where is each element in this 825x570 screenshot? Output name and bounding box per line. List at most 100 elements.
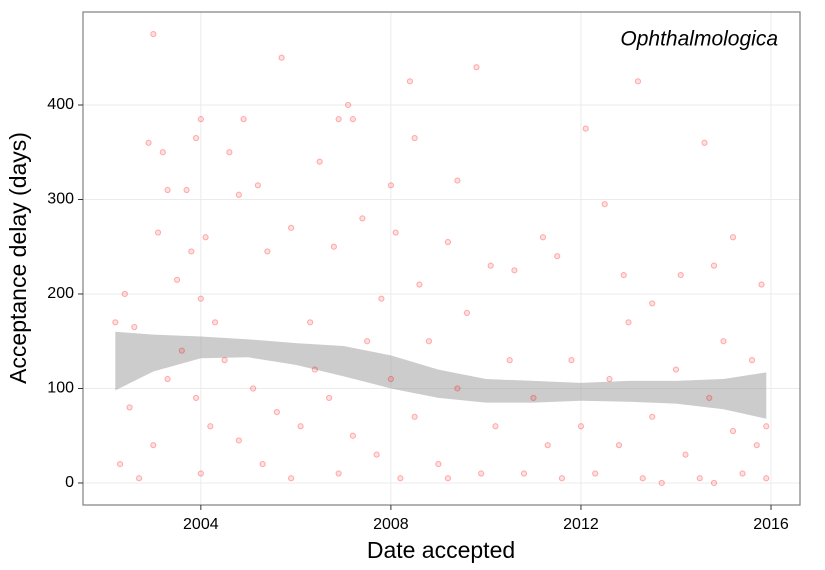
point xyxy=(558,475,566,482)
point xyxy=(135,475,143,482)
point xyxy=(235,437,242,444)
point xyxy=(264,248,271,255)
point xyxy=(202,234,209,241)
point xyxy=(378,295,385,302)
y-tick-label: 300 xyxy=(47,191,74,208)
point xyxy=(316,158,323,165)
point xyxy=(463,309,471,316)
point xyxy=(615,442,623,449)
point xyxy=(478,470,485,477)
point xyxy=(582,125,589,132)
point xyxy=(364,338,371,345)
point xyxy=(192,134,200,142)
point xyxy=(753,442,760,449)
smooth-band xyxy=(115,331,767,419)
point xyxy=(221,357,228,364)
point xyxy=(192,394,200,402)
point xyxy=(739,470,746,477)
y-tick-label: 400 xyxy=(47,96,74,113)
grid xyxy=(83,12,800,505)
point xyxy=(387,375,394,383)
point xyxy=(492,423,499,430)
point xyxy=(235,191,242,198)
point xyxy=(530,394,537,402)
point xyxy=(682,451,689,458)
point xyxy=(226,149,233,156)
point xyxy=(554,253,561,260)
point xyxy=(592,470,599,477)
point xyxy=(710,262,718,269)
point xyxy=(435,460,442,468)
point xyxy=(288,475,295,482)
point xyxy=(335,470,342,477)
point xyxy=(720,338,727,345)
point xyxy=(392,229,399,236)
point xyxy=(411,413,418,420)
point xyxy=(373,451,380,458)
point xyxy=(278,54,285,61)
points xyxy=(112,31,770,487)
point xyxy=(273,409,280,416)
point xyxy=(406,78,414,85)
point xyxy=(330,243,337,250)
x-tick-label: 2008 xyxy=(373,516,409,533)
point xyxy=(126,404,133,411)
point xyxy=(701,139,708,146)
point xyxy=(254,182,261,189)
point xyxy=(150,31,157,38)
point xyxy=(729,234,737,241)
point xyxy=(454,177,461,184)
point xyxy=(197,470,204,477)
point xyxy=(178,347,185,354)
point xyxy=(335,116,342,123)
point xyxy=(183,186,190,194)
y-tick-label: 200 xyxy=(47,285,74,302)
point xyxy=(112,319,119,326)
axes: 2004 2008 2012 2016 0 100 200 300 400 xyxy=(47,96,789,533)
point xyxy=(649,413,656,420)
point xyxy=(416,281,423,288)
point xyxy=(763,423,770,430)
point xyxy=(520,470,528,477)
point xyxy=(544,442,551,449)
point xyxy=(672,366,680,373)
point xyxy=(487,262,494,269)
point xyxy=(359,215,366,222)
point xyxy=(729,427,737,435)
point xyxy=(250,385,257,392)
point xyxy=(568,357,575,364)
point xyxy=(634,78,642,85)
y-tick-label: 100 xyxy=(47,380,74,397)
point xyxy=(696,475,703,482)
point xyxy=(121,290,128,298)
point xyxy=(259,460,266,468)
point xyxy=(511,267,518,274)
point xyxy=(748,357,756,364)
point xyxy=(706,394,713,402)
point xyxy=(506,357,513,364)
point xyxy=(473,64,480,71)
point xyxy=(288,224,295,231)
point xyxy=(154,229,162,236)
point xyxy=(145,139,152,146)
panel xyxy=(83,12,800,505)
y-tick-label: 0 xyxy=(65,474,74,491)
point xyxy=(311,366,318,373)
point xyxy=(211,319,219,326)
point xyxy=(197,295,204,302)
point xyxy=(411,134,418,142)
point xyxy=(159,149,166,156)
point xyxy=(444,475,452,482)
point xyxy=(131,323,138,331)
x-tick-label: 2016 xyxy=(753,516,789,533)
point xyxy=(307,319,314,326)
x-axis-title: Date accepted xyxy=(367,537,515,563)
point xyxy=(349,116,356,123)
y-axis-title: Acceptance delay (days) xyxy=(5,132,31,384)
point xyxy=(444,238,452,246)
point xyxy=(710,479,718,487)
point xyxy=(164,186,171,194)
point xyxy=(116,460,124,468)
point xyxy=(207,423,214,430)
point xyxy=(164,375,171,383)
